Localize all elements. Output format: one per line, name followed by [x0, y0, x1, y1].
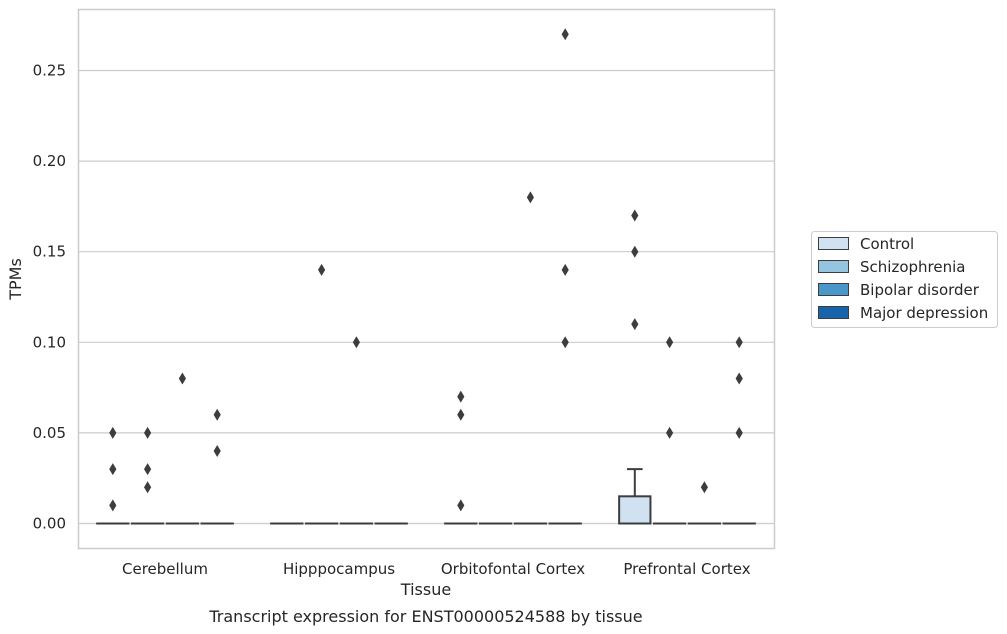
- outlier-point: [561, 28, 569, 41]
- outlier-point: [109, 499, 117, 512]
- outlier-point: [666, 336, 674, 349]
- legend-frame: [811, 231, 998, 328]
- x-tick-labels: Cerebellum Hipppocampus Orbitofontal Corte…: [122, 560, 751, 578]
- outlier-point: [352, 336, 360, 349]
- outlier-point: [700, 481, 708, 494]
- outlier-point: [109, 463, 117, 476]
- outlier-point: [666, 426, 674, 439]
- series-bipolar-disorder: [165, 191, 722, 525]
- outlier-point: [457, 499, 465, 512]
- y-tick-label: 0.10: [33, 333, 66, 351]
- legend-swatch: [818, 306, 849, 319]
- grid-lines: [78, 69, 774, 525]
- outlier-point: [144, 481, 152, 494]
- legend-swatch: [818, 260, 849, 273]
- box: [618, 495, 652, 525]
- plot-frame: [77, 8, 776, 550]
- outlier-point: [735, 426, 743, 439]
- legend-swatch: [818, 237, 849, 250]
- x-tick-label: Hipppocampus: [283, 560, 395, 578]
- chart-caption: Transcript expression for ENST0000052458…: [208, 607, 642, 626]
- outlier-point: [318, 263, 326, 276]
- outlier-point: [457, 408, 465, 421]
- series-control: [96, 209, 652, 525]
- y-tick-labels: 0.00 0.05 0.10 0.15 0.20 0.25: [33, 62, 66, 533]
- y-tick-label: 0.05: [33, 424, 66, 442]
- x-tick-label: Cerebellum: [122, 560, 208, 578]
- outlier-point: [735, 336, 743, 349]
- y-tick-label: 0.00: [33, 515, 66, 533]
- outlier-point: [144, 426, 152, 439]
- outlier-point: [561, 336, 569, 349]
- outlier-point: [213, 408, 221, 421]
- outlier-point: [631, 318, 639, 331]
- outlier-point: [109, 426, 117, 439]
- y-axis-label: TPMs: [6, 258, 25, 301]
- x-tick-label: Prefrontal Cortex: [623, 560, 750, 578]
- legend-label: Control: [860, 235, 914, 253]
- x-tick-label: Orbitofontal Cortex: [441, 560, 585, 578]
- legend-swatch: [818, 283, 849, 296]
- outlier-point: [144, 463, 152, 476]
- outlier-point: [631, 209, 639, 222]
- y-tick-label: 0.20: [33, 152, 66, 170]
- series-major-depression: [200, 28, 756, 525]
- outlier-point: [178, 372, 186, 385]
- y-tick-label: 0.25: [33, 62, 66, 80]
- y-tick-label: 0.15: [33, 243, 66, 261]
- series-schizophrenia: [130, 263, 687, 525]
- outlier-point: [735, 372, 743, 385]
- box-series: [96, 28, 756, 525]
- outlier-point: [526, 191, 534, 204]
- legend-label: Schizophrenia: [860, 258, 965, 276]
- legend-label: Major depression: [860, 304, 988, 322]
- legend[interactable]: Control Schizophrenia Bipolar disorder Majo…: [811, 231, 998, 328]
- outlier-point: [561, 263, 569, 276]
- outlier-point: [631, 245, 639, 258]
- x-axis-label: Tissue: [400, 580, 451, 599]
- outlier-point: [457, 390, 465, 403]
- outlier-point: [213, 445, 221, 458]
- legend-label: Bipolar disorder: [860, 281, 980, 299]
- legend-items: Control Schizophrenia Bipolar disorder Majo…: [818, 235, 988, 322]
